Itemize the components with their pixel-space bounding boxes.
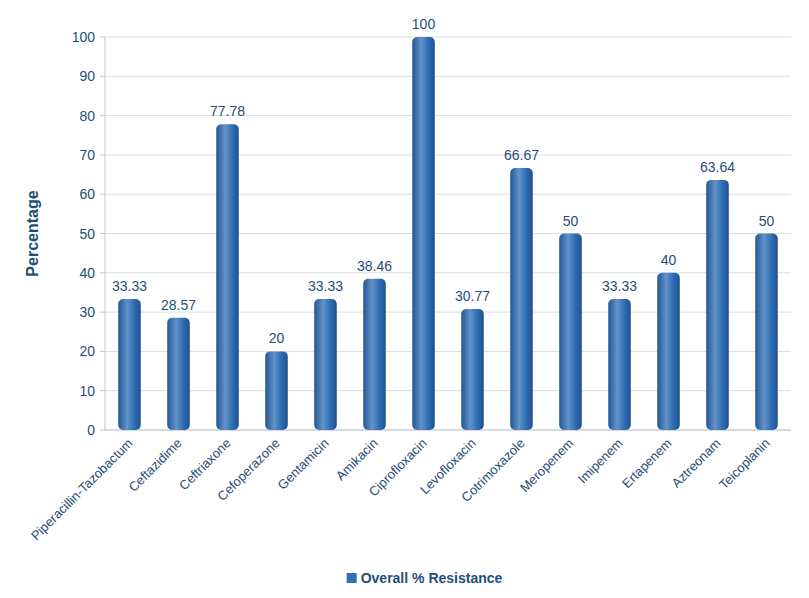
data-label: 20: [269, 330, 285, 346]
tick-label: 50: [79, 226, 95, 242]
grid-line: [105, 76, 791, 77]
tick-mark: [100, 351, 105, 352]
category-label: Meropenem: [517, 436, 577, 496]
grid-line: [105, 37, 791, 38]
grid-line: [105, 154, 791, 155]
tick-mark: [100, 233, 105, 234]
data-labels: 33.33 28.57 77.78 20 33.33 38.46 100 30.77 66.67…: [112, 16, 775, 346]
bar: [118, 299, 141, 430]
category-label: Cefoperazone: [214, 436, 282, 504]
tick-mark: [100, 390, 105, 391]
tick-label: 100: [72, 29, 96, 45]
tick-label: 20: [79, 343, 95, 359]
data-label: 66.67: [504, 147, 539, 163]
tick-label: 10: [79, 383, 95, 399]
bar: [461, 309, 484, 430]
chart: 0 10 20 30 40 50 60 70 80 90 100 Percentage 33.33 28.…: [0, 0, 809, 598]
category-label: Imipenem: [575, 436, 626, 487]
tick-mark: [100, 76, 105, 77]
grid-line: [105, 115, 791, 116]
data-label: 50: [759, 213, 775, 229]
data-label: 50: [563, 213, 579, 229]
tick-mark: [100, 37, 105, 38]
data-label: 33.33: [112, 278, 147, 294]
data-label: 77.78: [210, 103, 245, 119]
grid-line: [105, 194, 791, 195]
category-label: Aztreonam: [669, 436, 724, 491]
data-label: 38.46: [357, 258, 392, 274]
category-label: Ceftazidime: [125, 436, 184, 495]
category-label: Piperacillin-Tazobactum: [28, 436, 136, 544]
tick-label: 80: [79, 108, 95, 124]
tick-mark: [100, 312, 105, 313]
bar: [657, 273, 680, 430]
tick-label: 70: [79, 147, 95, 163]
grid-line: [105, 272, 791, 273]
grid: [100, 37, 791, 430]
data-label: 30.77: [455, 288, 490, 304]
tick-label: 60: [79, 186, 95, 202]
bar: [167, 318, 190, 430]
legend-swatch: [347, 573, 357, 583]
tick-label: 90: [79, 68, 95, 84]
legend-label: Overall % Resistance: [361, 570, 503, 586]
bar: [265, 351, 288, 430]
tick-label: 40: [79, 265, 95, 281]
category-label: Gentamicin: [275, 436, 332, 493]
tick-mark: [100, 115, 105, 116]
bar: [755, 234, 778, 431]
grid-line: [105, 430, 791, 431]
tick-mark: [100, 194, 105, 195]
tick-label: 30: [79, 304, 95, 320]
grid-line: [105, 312, 791, 313]
y-axis-line: [105, 37, 106, 430]
grid-line: [105, 351, 791, 352]
bars: [118, 37, 778, 430]
data-label: 100: [412, 16, 436, 32]
data-label: 33.33: [602, 278, 637, 294]
category-label: Amikacin: [333, 436, 381, 484]
data-label: 40: [661, 252, 677, 268]
grid-line: [105, 233, 791, 234]
x-axis-line: [105, 430, 791, 431]
tick-mark: [100, 430, 105, 431]
bar: [608, 299, 631, 430]
category-label: Teicoplanin: [716, 436, 773, 493]
category-label: Ertapenem: [619, 436, 675, 492]
data-label: 33.33: [308, 278, 343, 294]
bar: [559, 234, 582, 431]
bar: [706, 180, 729, 430]
bar: [216, 124, 239, 430]
bar: [412, 37, 435, 430]
bar: [363, 279, 386, 430]
legend: Overall % Resistance: [347, 570, 503, 586]
grid-line: [105, 390, 791, 391]
data-label: 28.57: [161, 297, 196, 313]
category-label: Cotrimoxazole: [458, 436, 527, 505]
tick-mark: [100, 272, 105, 273]
data-label: 63.64: [700, 159, 735, 175]
y-axis-label: Percentage: [24, 190, 41, 276]
tick-label: 0: [87, 422, 95, 438]
bar: [314, 299, 337, 430]
bar: [510, 168, 533, 430]
tick-mark: [100, 154, 105, 155]
